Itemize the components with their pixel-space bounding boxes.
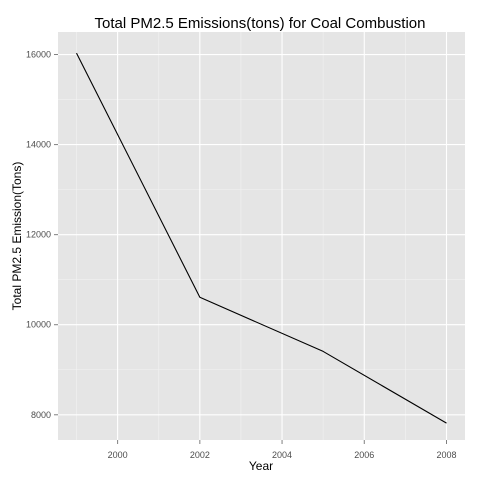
y-tick-label: 12000 bbox=[26, 230, 51, 240]
x-tick-label: 2000 bbox=[108, 450, 128, 460]
x-axis: 2000 2002 2004 2006 2008 bbox=[108, 440, 457, 460]
x-tick-label: 2008 bbox=[436, 450, 456, 460]
minor-grid bbox=[58, 32, 465, 440]
x-axis-title: Year bbox=[249, 459, 273, 473]
series-line bbox=[76, 52, 447, 424]
y-tick-label: 8000 bbox=[31, 410, 51, 420]
x-tick-label: 2002 bbox=[190, 450, 210, 460]
x-tick-label: 2004 bbox=[272, 450, 292, 460]
plot-panel bbox=[58, 32, 465, 440]
x-tick-label: 2006 bbox=[354, 450, 374, 460]
y-tick-label: 10000 bbox=[26, 320, 51, 330]
y-axis: 8000 10000 12000 14000 16000 bbox=[26, 50, 58, 420]
y-tick-label: 16000 bbox=[26, 50, 51, 60]
data-lines bbox=[76, 52, 447, 424]
y-axis-title: Total PM2.5 Emission(Tons) bbox=[10, 162, 24, 311]
y-tick-label: 14000 bbox=[26, 140, 51, 150]
major-grid bbox=[58, 32, 465, 440]
chart-title: Total PM2.5 Emissions(tons) for Coal Com… bbox=[95, 15, 426, 32]
